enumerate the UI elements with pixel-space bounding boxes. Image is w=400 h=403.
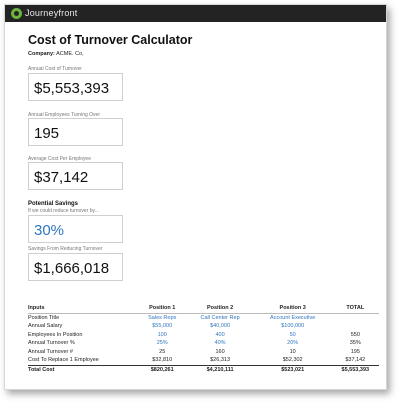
total-cell: 195 [350,348,360,355]
total-cost-cell: $4,210,111 [206,366,234,373]
total-cell: 550 [350,331,360,338]
average-cost-value: $37,142 [34,169,89,186]
editable-cell[interactable]: $100,000 [281,323,305,329]
grand-total-cell: $5,553,393 [341,366,370,373]
computed-cell: 160 [215,348,225,355]
savings-result-box: $1,666,018 [28,253,123,281]
savings-result-value: $1,666,018 [34,260,110,277]
editable-cell[interactable]: Sales Reps [148,314,177,321]
table-row: Employees In Position 100 400 50 550 [28,331,379,340]
row-label: Annual Turnover # [28,348,73,355]
total-cell [332,322,379,331]
computed-cell: $32,810 [152,357,173,363]
total-cell: $37,142 [345,357,366,363]
company-line: Company: ACME. Co, [28,51,84,57]
header-inputs: Inputs [28,305,45,311]
turnover-reduction-input[interactable]: 30% [28,215,123,243]
potential-savings-title: Potential Savings [28,201,79,207]
editable-cell[interactable]: 400 [215,331,225,338]
header-position-3: Position 3 [279,305,306,311]
total-cost-row: Total Cost $820,261 $4,210,111 $523,021 … [28,365,379,374]
row-label: Annual Salary [28,323,63,329]
header-total: TOTAL [346,305,365,311]
table-row: Annual Turnover # 25 160 10 195 [28,348,379,357]
table-header-row: Inputs Position 1 Position 2 Position 3 … [28,304,379,313]
header-position-1: Position 1 [149,305,176,311]
editable-cell[interactable]: Account Executive [270,314,316,321]
journeyfront-logo-icon [11,8,22,19]
table-row: Cost To Replace 1 Employee $32,810 $26,3… [28,356,379,365]
company-label: Company: [28,51,55,57]
editable-cell[interactable]: 40% [214,340,226,346]
editable-cell[interactable]: 50 [289,331,296,338]
computed-cell: $52,302 [282,357,303,363]
employees-turning-over-label: Annual Employees Turning Over [28,112,100,118]
total-cell [332,313,379,322]
editable-cell[interactable]: $55,000 [152,323,173,329]
editable-cell[interactable]: Call Center Rep [200,314,240,321]
app-logo-text[interactable]: Journeyfront [25,8,78,18]
total-cost-cell: $523,021 [281,366,305,373]
row-label: Position Title [28,314,60,321]
computed-cell: 10 [289,348,296,355]
average-cost-label: Average Cost Per Employee [28,156,91,162]
total-cost-cell: $820,261 [150,366,174,373]
turnover-reduction-value[interactable]: 30% [34,222,65,239]
computed-cell: $26,313 [210,357,231,363]
row-label: Annual Turnover % [28,340,75,346]
table-row: Annual Turnover % 25% 40% 20% 35% [28,339,379,348]
row-label: Employees In Position [28,331,83,338]
app-window: Journeyfront Cost of Turnover Calculator… [4,4,387,390]
potential-savings-subtitle: If we could reduce turnover by... [28,208,99,214]
total-row-label: Total Cost [28,366,55,373]
total-cell: 35% [349,340,361,346]
row-label: Cost To Replace 1 Employee [28,357,99,363]
computed-cell: 25 [159,348,166,355]
average-cost-box: $37,142 [28,162,123,190]
annual-cost-box: $5,553,393 [28,73,123,101]
editable-cell[interactable]: 20% [287,340,299,346]
editable-cell[interactable]: 25% [156,340,168,346]
annual-cost-label: Annual Cost of Turnover [28,66,82,72]
inputs-table: Inputs Position 1 Position 2 Position 3 … [28,304,379,374]
editable-cell[interactable]: 100 [157,331,167,338]
top-bar: Journeyfront [5,5,386,22]
table-row: Position Title Sales Reps Call Center Re… [28,313,379,322]
header-position-2: Position 2 [206,305,234,311]
savings-result-label: Savings From Reducing Turnover [28,246,103,252]
annual-cost-value: $5,553,393 [34,80,110,97]
employees-turning-over-box: 195 [28,118,123,146]
table-row: Annual Salary $55,000 $40,000 $100,000 [28,322,379,331]
page-title: Cost of Turnover Calculator [28,33,193,47]
employees-turning-over-value: 195 [34,125,60,142]
editable-cell[interactable]: $40,000 [210,323,231,329]
company-value: ACME. Co, [56,51,84,57]
